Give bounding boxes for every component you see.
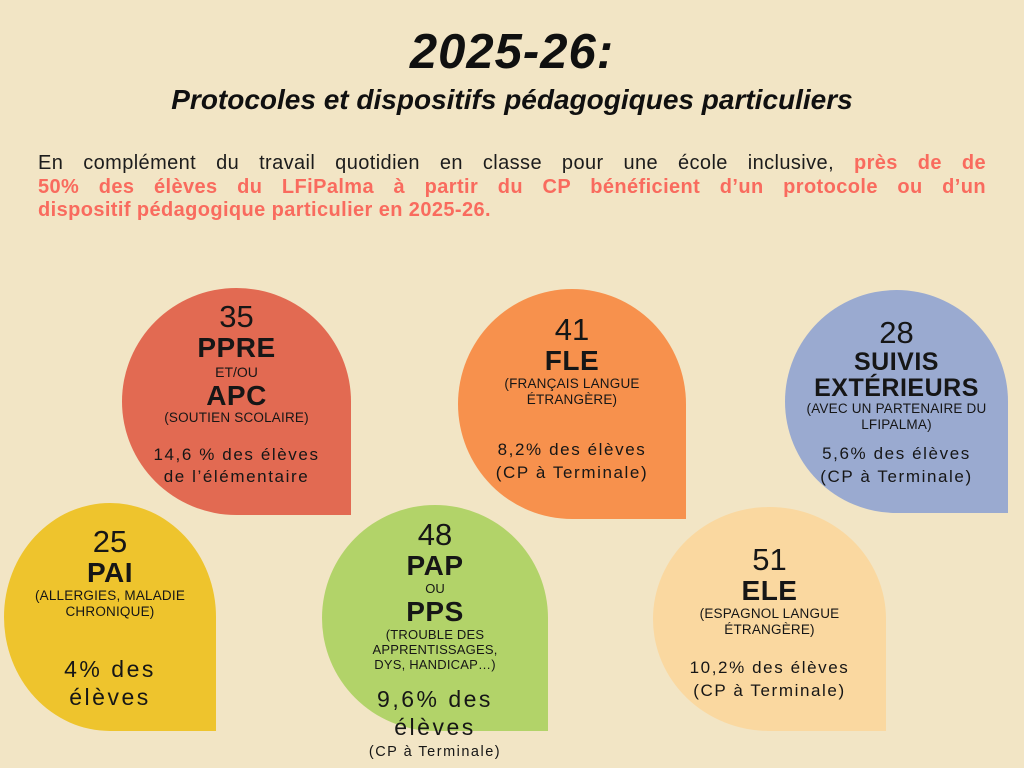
bubble-stat: 10,2% des élèves (CP à Terminale) bbox=[690, 657, 850, 702]
intro-text-black: En complément du travail quotidien en cl… bbox=[38, 152, 835, 174]
intro-text-red: près de de bbox=[834, 152, 986, 174]
bubble-detail: (AVEC UN PARTENAIRE DU LFIPALMA) bbox=[807, 401, 987, 433]
bubble-pai: 25 PAI (ALLERGIES, MALADIE CHRONIQUE) 4%… bbox=[4, 503, 216, 731]
bubble-count: 48 bbox=[417, 517, 453, 552]
bubble-stat: 8,2% des élèves (CP à Terminale) bbox=[496, 439, 649, 484]
bubble-pap-pps: 48 PAP OU PPS (TROUBLE DES APPRENTISSAGE… bbox=[322, 505, 548, 760]
bubble-detail-line: (TROUBLE DES APPRENTISSAGES, bbox=[372, 626, 498, 657]
intro-paragraph: En complément du travail quotidien en cl… bbox=[38, 152, 986, 223]
bubble-acronym: FLE bbox=[544, 345, 600, 377]
bubble-detail: (FRANÇAIS LANGUE ÉTRANGÈRE) bbox=[504, 376, 639, 408]
bubble-count: 28 bbox=[879, 315, 914, 350]
page-title: 2025-26: bbox=[409, 25, 615, 79]
bubble-stat-line: 4% des bbox=[64, 656, 156, 683]
bubble-detail-line: ÉTRANGÈRE) bbox=[526, 391, 618, 407]
bubble-stat-line: 14,6 % des élèves bbox=[153, 444, 320, 464]
bubble-stat-line: (CP à Terminale) bbox=[368, 743, 502, 760]
bubble-detail-line: ÉTRANGÈRE) bbox=[724, 621, 815, 637]
bubble-detail-line: (AVEC UN PARTENAIRE DU bbox=[806, 401, 987, 417]
bubble-stat-line: 5,6% des élèves bbox=[822, 444, 971, 464]
page-subtitle: Protocoles et dispositifs pédagogiques p… bbox=[171, 84, 853, 115]
bubble-detail-line: LFIPALMA) bbox=[861, 417, 932, 433]
bubble-acronym: PAI bbox=[86, 557, 134, 589]
bubble-stat-line: élèves bbox=[69, 684, 151, 711]
bubble-stat-line: élèves bbox=[394, 713, 476, 740]
bubble-stat-line: (CP à Terminale) bbox=[693, 680, 846, 700]
bubble-acronym: PPRE bbox=[197, 332, 276, 364]
intro-line-1: En complément du travail quotidien en cl… bbox=[38, 152, 986, 176]
bubble-ppre-apc: 35 PPRE ET/OU APC (SOUTIEN SCOLAIRE) 14,… bbox=[122, 288, 351, 515]
bubble-count: 41 bbox=[554, 312, 590, 347]
bubble-acronym: PAP bbox=[406, 550, 464, 582]
bubble-stat-line: (CP à Terminale) bbox=[495, 462, 649, 482]
bubble-detail-line: CHRONIQUE) bbox=[65, 603, 155, 619]
bubble-stat: 14,6 % des élèves de l’élémentaire bbox=[153, 444, 319, 489]
bubble-stat-line: de l’élémentaire bbox=[163, 467, 310, 487]
bubble-detail-line: DYS, HANDICAP…) bbox=[374, 657, 496, 673]
bubble-stat-line: 8,2% des élèves bbox=[497, 440, 647, 460]
bubble-count: 51 bbox=[752, 542, 787, 577]
bubble-ele: 51 ELE (ESPAGNOL LANGUE ÉTRANGÈRE) 10,2%… bbox=[653, 507, 886, 731]
bubble-connector: OU bbox=[425, 580, 445, 596]
bubble-detail-line: (ALLERGIES, MALADIE bbox=[34, 587, 186, 603]
bubble-stat: 4% des élèves bbox=[64, 655, 156, 711]
bubble-stat-line: 9,6% des bbox=[377, 685, 493, 712]
bubble-suivis-exterieurs: 28 SUIVIS EXTÉRIEURS (AVEC UN PARTENAIRE… bbox=[785, 290, 1008, 513]
bubble-detail-line: (ESPAGNOL LANGUE bbox=[699, 605, 840, 621]
bubble-acronym: SUIVIS bbox=[854, 348, 939, 377]
intro-line-3: dispositif pédagogique particulier en 20… bbox=[38, 199, 491, 221]
bubble-count: 25 bbox=[92, 524, 128, 559]
bubble-stat: 9,6% des élèves (CP à Terminale) bbox=[369, 685, 501, 763]
bubble-detail: (SOUTIEN SCOLAIRE) bbox=[164, 409, 309, 425]
bubble-fle: 41 FLE (FRANÇAIS LANGUE ÉTRANGÈRE) 8,2% … bbox=[458, 289, 686, 519]
bubble-stat: 5,6% des élèves (CP à Terminale) bbox=[820, 443, 973, 488]
bubble-stat-line: (CP à Terminale) bbox=[820, 466, 973, 486]
intro-line-2: 50% des élèves du LFiPalma à partir du C… bbox=[38, 175, 986, 198]
bubble-connector: ET/OU bbox=[215, 363, 258, 380]
bubble-acronym: EXTÉRIEURS bbox=[814, 374, 979, 403]
bubble-stat-line: 10,2% des élèves bbox=[689, 658, 850, 678]
bubble-detail: (ESPAGNOL LANGUE ÉTRANGÈRE) bbox=[700, 606, 840, 638]
bubble-detail-line: (FRANÇAIS LANGUE bbox=[504, 375, 640, 391]
bubble-detail: (TROUBLE DES APPRENTISSAGES, DYS, HANDIC… bbox=[322, 627, 548, 673]
bubble-acronym: ELE bbox=[741, 575, 798, 607]
bubble-detail: (ALLERGIES, MALADIE CHRONIQUE) bbox=[35, 588, 185, 620]
bubble-count: 35 bbox=[219, 299, 254, 334]
bubble-acronym: APC bbox=[206, 379, 267, 411]
bubble-acronym: PPS bbox=[406, 596, 464, 628]
